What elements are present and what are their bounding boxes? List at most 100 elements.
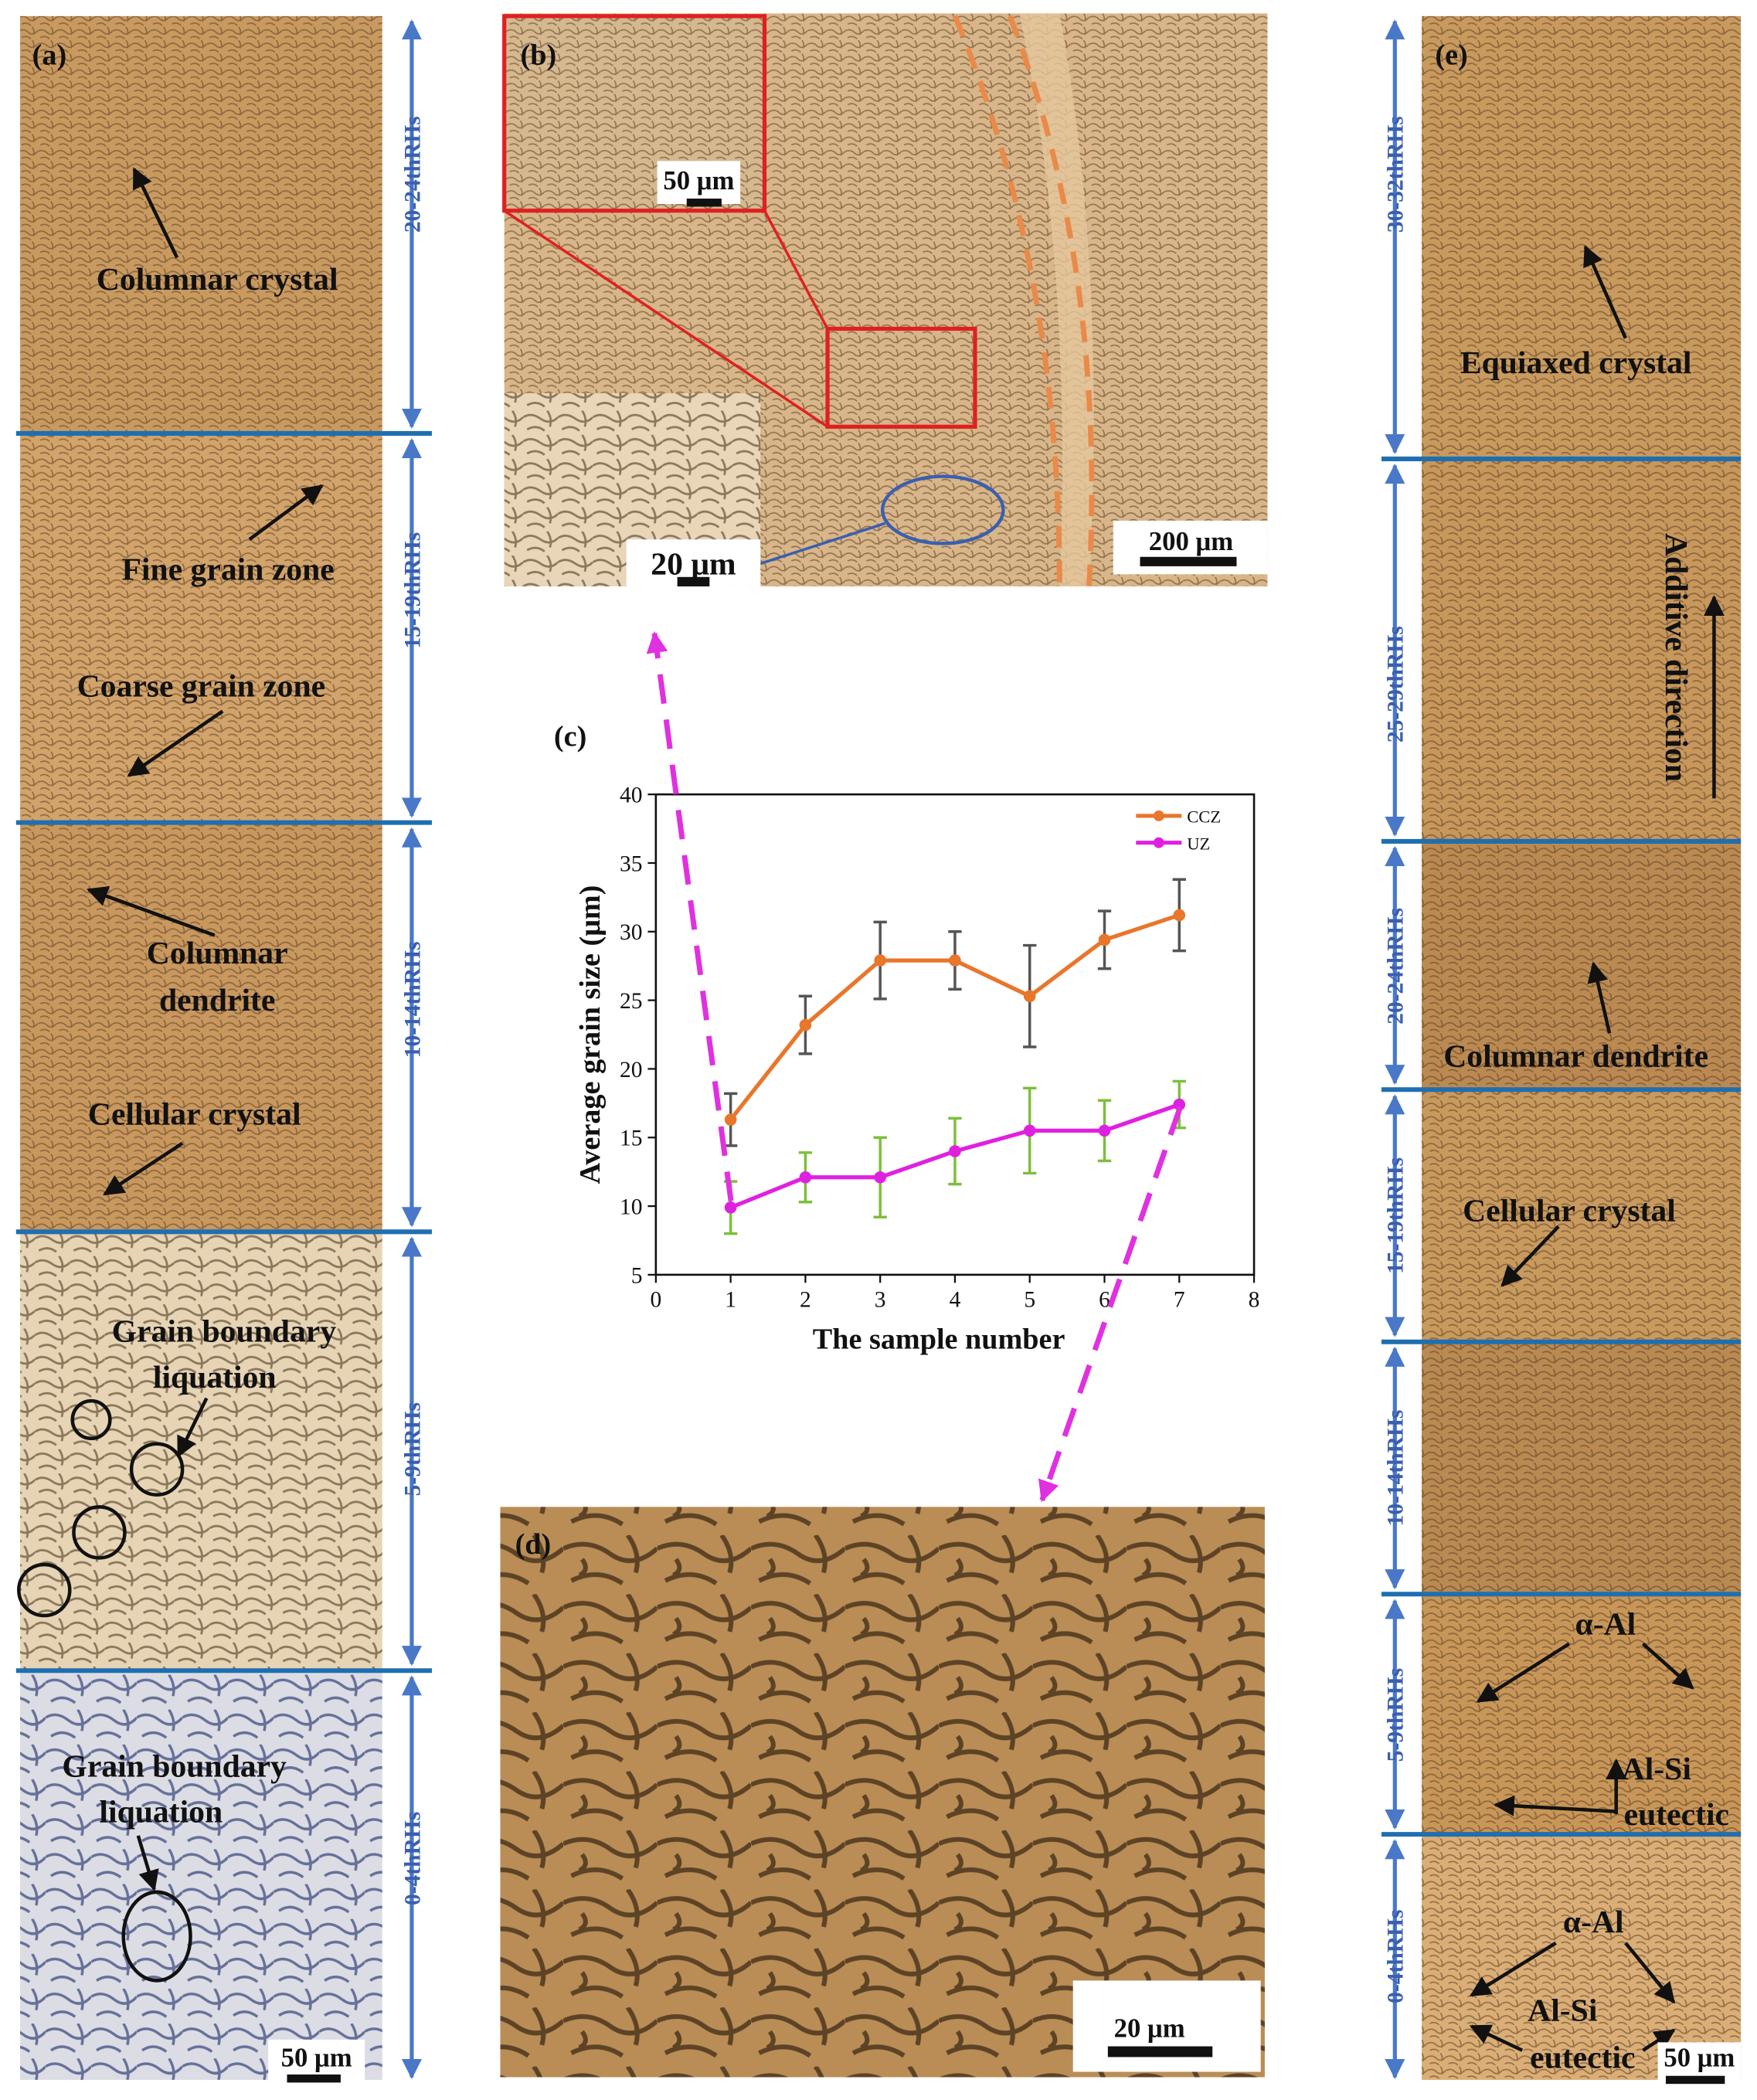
zone-label: 0-4thRHs bbox=[400, 1812, 425, 1905]
y-tick-label: 40 bbox=[620, 783, 642, 808]
scale-bar bbox=[287, 2075, 341, 2083]
scale-bar-label: 20 μm bbox=[651, 546, 736, 582]
scale-bar-bg bbox=[1657, 2042, 1742, 2080]
scale-bar bbox=[686, 199, 722, 207]
x-tick-label: 1 bbox=[725, 1288, 736, 1313]
link-arrow bbox=[1038, 1106, 1183, 1503]
data-point bbox=[1023, 990, 1036, 1003]
zone-label: 5-9thRHs bbox=[1384, 1668, 1409, 1762]
circle-marker bbox=[121, 1890, 192, 1983]
annotation: eutectic bbox=[1624, 1797, 1729, 1833]
x-tick-label: 4 bbox=[950, 1288, 961, 1313]
boundary-line bbox=[1007, 15, 1095, 587]
panel-label: (e) bbox=[1435, 39, 1467, 71]
x-tick-label: 5 bbox=[1024, 1288, 1035, 1313]
annotation: Columnar crystal bbox=[97, 262, 338, 297]
zone-label: 20-24thRHs bbox=[1384, 908, 1409, 1025]
panel-label: (b) bbox=[521, 39, 557, 71]
x-tick-label: 2 bbox=[800, 1288, 811, 1313]
fusion-band bbox=[1019, 13, 1094, 586]
connector bbox=[760, 522, 886, 566]
circle-marker bbox=[72, 1505, 127, 1560]
data-point bbox=[1098, 1124, 1111, 1137]
link-arrow bbox=[646, 630, 734, 1201]
chart-title: (c) bbox=[554, 721, 586, 753]
annotation: Coarse grain zone bbox=[77, 668, 326, 704]
annotation: eutectic bbox=[1530, 2040, 1635, 2075]
scale-bar bbox=[677, 576, 710, 586]
annotation: dendrite bbox=[159, 983, 275, 1018]
x-tick-label: 6 bbox=[1099, 1288, 1110, 1313]
panel-b: 50 μm 20 μm 200 μm (b) bbox=[502, 13, 1268, 587]
arrow bbox=[248, 484, 324, 541]
arrow bbox=[1469, 1941, 1557, 1997]
y-tick-label: 20 bbox=[620, 1058, 642, 1082]
annotation: Cellular crystal bbox=[88, 1096, 301, 1132]
arrow bbox=[1641, 1642, 1694, 1690]
region-ellipse bbox=[881, 474, 1005, 545]
y-tick-label: 25 bbox=[620, 989, 642, 1014]
circle-marker bbox=[129, 1442, 185, 1497]
zone-label: 15-19thRHs bbox=[400, 532, 425, 649]
panel-d: (d) 20 μm bbox=[500, 1507, 1265, 2078]
x-tick-label: 3 bbox=[875, 1288, 886, 1313]
circle-marker bbox=[17, 1562, 72, 1618]
data-point bbox=[1098, 933, 1111, 946]
boundary-line bbox=[952, 15, 1062, 586]
arrow bbox=[1500, 1225, 1560, 1287]
y-axis-title: Average grain size (μm) bbox=[574, 885, 607, 1184]
annotation: Al-Si bbox=[1622, 1752, 1691, 1787]
legend-label: CCZ bbox=[1187, 807, 1221, 827]
zoom-box bbox=[825, 326, 977, 429]
panel-label: (d) bbox=[515, 1528, 552, 1561]
zone-label: 0-4thRHs bbox=[1384, 1910, 1409, 2003]
y-tick-label: 5 bbox=[631, 1263, 643, 1288]
zone-label: 30-32thRHs bbox=[1384, 116, 1409, 233]
zone-label: 10-14thRHs bbox=[400, 941, 425, 1058]
x-axis-title: The sample number bbox=[813, 1323, 1065, 1355]
scale-bar-label: 20 μm bbox=[1114, 2013, 1185, 2043]
legend-marker bbox=[1153, 810, 1164, 821]
data-point bbox=[1173, 1098, 1186, 1111]
arrow bbox=[1587, 961, 1612, 1034]
texture bbox=[1422, 15, 1742, 2080]
scale-bar bbox=[1665, 2075, 1725, 2085]
zoom-line bbox=[763, 209, 829, 330]
panel-a: 20-24thRHs 15-19thRHs 10-14thRHs 5-9thRH… bbox=[15, 15, 432, 2085]
annotation: Al-Si bbox=[1528, 1993, 1597, 2029]
scale-bar-label: 50 μm bbox=[281, 2043, 352, 2073]
data-point bbox=[799, 1018, 812, 1031]
texture bbox=[20, 1670, 382, 2080]
scale-bar bbox=[1140, 556, 1237, 566]
arrow bbox=[87, 886, 216, 937]
data-point bbox=[799, 1171, 812, 1184]
circle-marker bbox=[70, 1398, 112, 1441]
y-tick-label: 30 bbox=[620, 920, 642, 945]
arrow bbox=[1476, 1642, 1571, 1704]
scale-bar-bg bbox=[657, 161, 741, 204]
annotation: α-Al bbox=[1563, 1905, 1624, 1940]
arrow bbox=[127, 709, 224, 777]
annotation: Fine grain zone bbox=[121, 552, 334, 587]
x-tick-label: 7 bbox=[1174, 1288, 1185, 1313]
zone-label: 25-29thRHs bbox=[1384, 626, 1409, 742]
annotation: Columnar dendrite bbox=[1443, 1039, 1708, 1075]
scale-bar-label: 50 μm bbox=[663, 165, 734, 195]
scale-bar-label: 50 μm bbox=[1664, 2043, 1735, 2073]
zone-label: 20-24thRHs bbox=[400, 116, 425, 233]
data-point bbox=[724, 1113, 737, 1126]
arrow bbox=[1624, 1942, 1676, 2004]
zone-label: 5-9thRHs bbox=[400, 1402, 425, 1496]
texture bbox=[20, 1232, 382, 1671]
data-point bbox=[724, 1201, 737, 1214]
texture bbox=[20, 15, 382, 1232]
panel-label: (a) bbox=[32, 39, 67, 71]
annotation: Additive direction bbox=[1658, 533, 1694, 782]
scale-bar-label: 200 μm bbox=[1149, 526, 1233, 556]
arrow bbox=[132, 167, 179, 259]
data-point bbox=[1023, 1124, 1036, 1137]
arrow bbox=[1469, 2024, 1524, 2052]
y-tick-label: 15 bbox=[620, 1126, 642, 1151]
arrow bbox=[1642, 2028, 1676, 2052]
